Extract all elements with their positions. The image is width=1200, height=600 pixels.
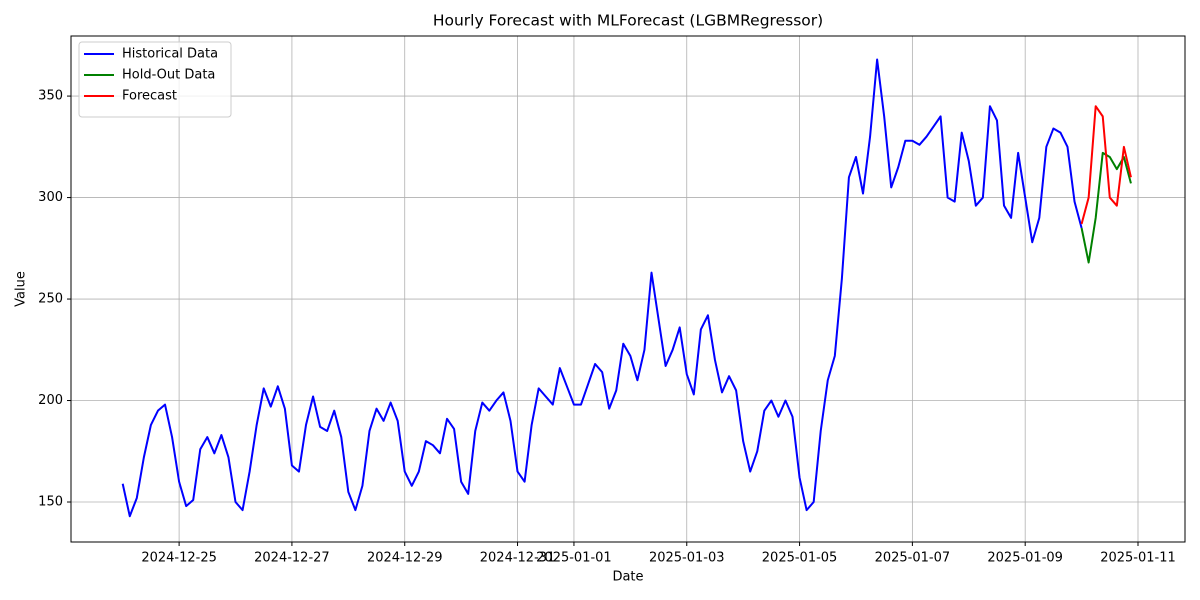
- x-tick-label: 2024-12-31: [480, 551, 556, 566]
- x-tick-label: 2025-01-09: [987, 551, 1063, 566]
- x-tick-label: 2025-01-07: [875, 551, 951, 566]
- y-tick-label: 250: [38, 292, 63, 307]
- x-tick-label: 2025-01-11: [1100, 551, 1176, 566]
- y-tick-label: 300: [38, 190, 63, 205]
- legend-box: [78, 41, 232, 118]
- x-tick-label: 2025-01-01: [536, 551, 612, 566]
- x-tick-label: 2024-12-29: [367, 551, 443, 566]
- plot-lines: [121, 58, 1132, 518]
- x-tick-label: 2025-01-05: [762, 551, 838, 566]
- y-tick-label: 350: [38, 89, 63, 104]
- ticks: 150 200 250 300 350 2024-12-25 2024-12-27 2024-…: [38, 89, 1176, 566]
- chart-title: Hourly Forecast with MLForecast (LGBMReg…: [433, 12, 823, 30]
- series-line: [121, 58, 1083, 518]
- legend-label: Historical Data: [122, 47, 218, 62]
- x-tick-label: 2025-01-03: [649, 551, 725, 566]
- axes-frame: [70, 35, 1186, 543]
- legend-label: Hold-Out Data: [122, 68, 215, 83]
- x-axis-label: Date: [612, 570, 643, 585]
- y-tick-label: 200: [38, 393, 63, 408]
- x-tick-label: 2024-12-27: [254, 551, 330, 566]
- series-line: [1080, 105, 1132, 225]
- y-tick-label: 150: [38, 495, 63, 510]
- grid: [71, 36, 1185, 542]
- legend: Historical Data Hold-Out Data Forecast: [78, 41, 232, 118]
- legend-label: Forecast: [122, 89, 177, 104]
- y-axis-label: Value: [14, 271, 29, 307]
- x-tick-label: 2024-12-25: [141, 551, 217, 566]
